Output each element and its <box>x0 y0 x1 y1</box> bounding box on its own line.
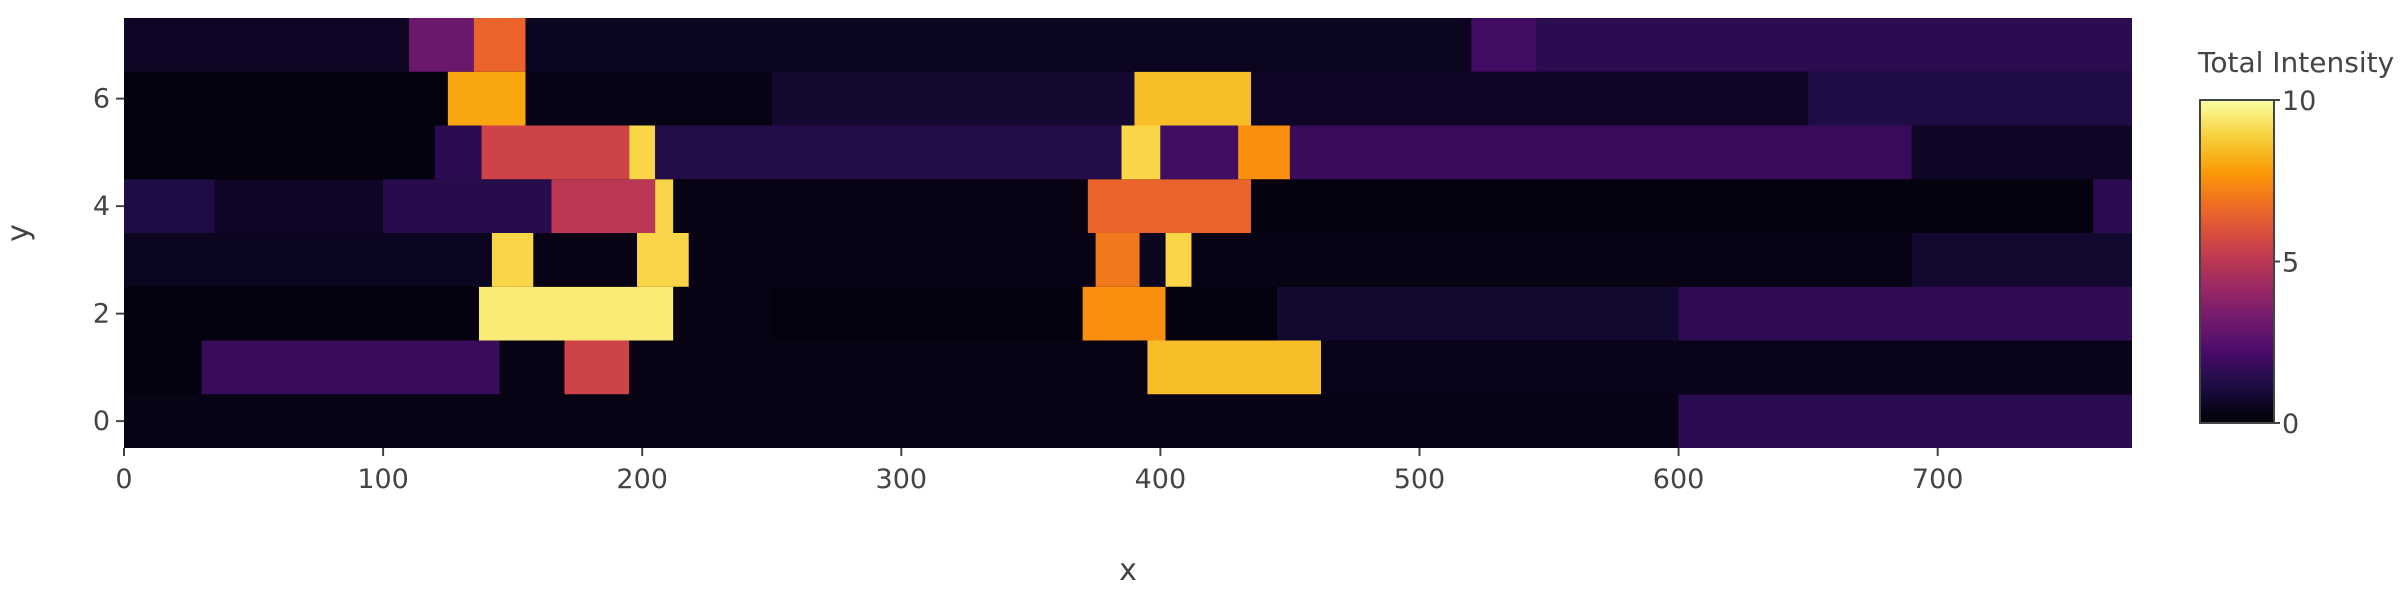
heatmap-cell <box>1147 340 1322 395</box>
heatmap-cell <box>525 71 772 126</box>
heatmap-cell <box>481 125 630 180</box>
colorbar-ticks: 0 5 10 <box>2274 86 2316 440</box>
heatmap-cell <box>409 18 474 72</box>
heatmap-cell <box>1165 286 1277 341</box>
y-tick-label: 4 <box>93 191 110 222</box>
heatmap-cell <box>673 179 1088 233</box>
heatmap-cell <box>1191 233 1912 287</box>
heatmap-cell <box>124 233 492 287</box>
heatmap-cell <box>124 18 410 72</box>
heatmap-cell <box>1471 18 1537 72</box>
x-axis: 0 100 200 300 400 500 600 700 <box>115 448 1963 495</box>
heatmap-cell <box>688 233 1096 287</box>
heatmap-cell <box>551 179 656 233</box>
heatmap-cell <box>499 340 565 395</box>
heatmap-cell <box>124 125 435 180</box>
heatmap-cell <box>124 179 215 233</box>
heatmap-cell <box>1087 179 1252 233</box>
heatmap-cell <box>124 286 479 341</box>
heatmap-cell <box>1321 340 2132 395</box>
x-axis-title: x <box>1119 553 1137 588</box>
heatmap-cell <box>1911 233 2132 287</box>
heatmap-cell <box>1678 286 2132 341</box>
x-tick-label: 600 <box>1653 464 1705 495</box>
colorbar: Total Intensity 0 5 10 <box>2197 46 2394 440</box>
x-tick-label: 100 <box>357 464 409 495</box>
heatmap-cell <box>637 233 689 287</box>
heatmap-cell <box>2093 179 2132 233</box>
heatmap-cell <box>124 71 448 126</box>
heatmap-cell <box>533 233 638 287</box>
heatmap-cell <box>478 286 674 341</box>
heatmap-cell <box>1238 125 1290 180</box>
heatmap-cell <box>383 179 552 233</box>
heatmap-cell <box>434 125 482 180</box>
x-tick-label: 300 <box>876 464 928 495</box>
y-tick-label: 2 <box>93 299 110 330</box>
heatmap-cell <box>1165 233 1192 287</box>
heatmap-cell <box>655 125 1122 180</box>
heatmap-cell <box>124 340 202 395</box>
heatmap-cell <box>214 179 384 233</box>
x-tick-label: 200 <box>616 464 668 495</box>
heatmap-cell <box>629 340 1148 395</box>
x-tick-label: 500 <box>1394 464 1446 495</box>
plot-area <box>124 18 2132 448</box>
heatmap-cell <box>473 18 526 72</box>
heatmap-cell <box>1095 233 1140 287</box>
heatmap-cell <box>1678 394 2132 448</box>
y-tick-label: 0 <box>93 406 110 437</box>
x-tick-label: 0 <box>115 464 132 495</box>
x-tick-label: 400 <box>1135 464 1187 495</box>
heatmap-cell <box>491 233 534 287</box>
heatmap-cell <box>1121 125 1161 180</box>
heatmap-cell <box>447 71 526 126</box>
heatmap-cell <box>655 179 674 233</box>
heatmap-cell <box>564 340 630 395</box>
colorbar-tick-label: 10 <box>2282 86 2316 117</box>
x-tick-label: 700 <box>1912 464 1964 495</box>
y-axis: 0 2 4 6 <box>93 84 124 437</box>
heatmap-cell <box>1289 125 1912 180</box>
heatmap-cell <box>1251 71 1809 126</box>
colorbar-tick-label: 0 <box>2282 409 2299 440</box>
heatmap-cell <box>1911 125 2132 180</box>
colorbar-tick-label: 5 <box>2282 248 2299 279</box>
heatmap-cell <box>1134 71 1252 126</box>
heatmap-cell <box>771 71 1135 126</box>
heatmap-cell <box>201 340 500 395</box>
colorbar-gradient <box>2199 99 2275 424</box>
heatmap-cell <box>1160 125 1239 180</box>
heatmap-cell <box>1808 71 2132 126</box>
heatmap-cell <box>1536 18 2132 72</box>
heatmap-cell <box>525 18 1472 72</box>
heatmap-cell <box>1139 233 1166 287</box>
heatmap-cell <box>771 286 1083 341</box>
heatmap-cell <box>1251 179 2094 233</box>
y-tick-label: 6 <box>93 84 110 115</box>
heatmap-cell <box>1276 286 1679 341</box>
heatmap-cell <box>629 125 656 180</box>
heatmap-cell <box>124 394 1679 448</box>
heatmap-cell <box>673 286 772 341</box>
colorbar-title: Total Intensity <box>2197 46 2394 79</box>
y-axis-title: y <box>1 224 36 242</box>
heatmap-cell <box>1082 286 1166 341</box>
